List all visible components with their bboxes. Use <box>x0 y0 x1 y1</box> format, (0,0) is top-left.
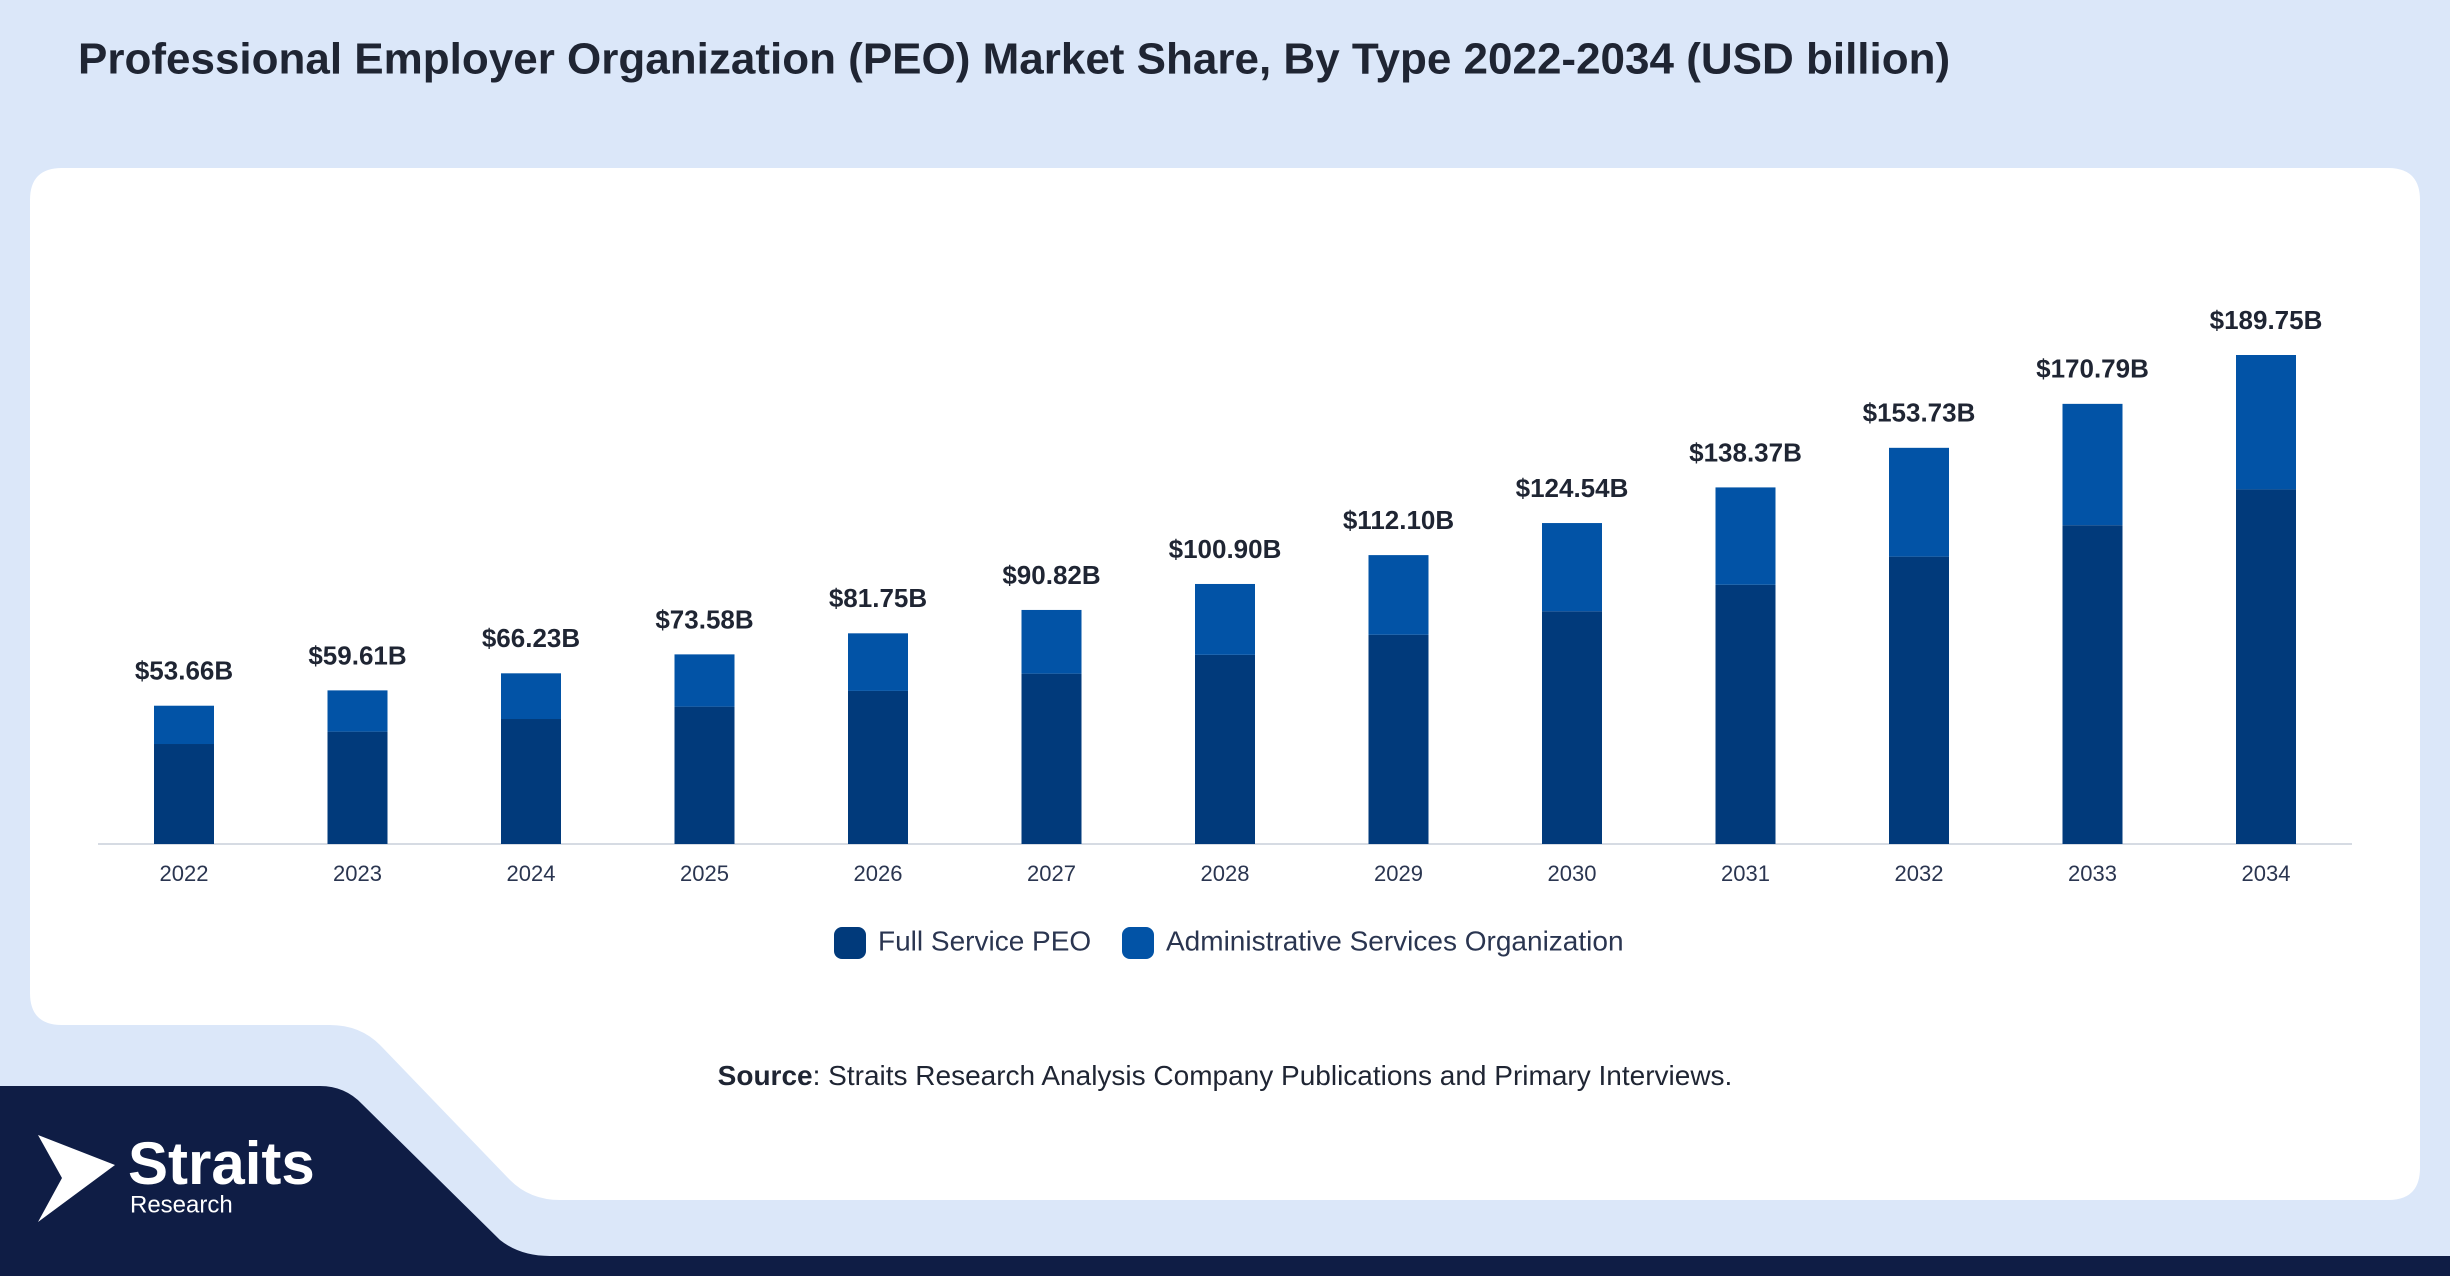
source-label: Source <box>718 1060 813 1091</box>
total-label: $100.90B <box>1169 534 1282 564</box>
bar-segment <box>1195 654 1255 844</box>
bar-segment <box>848 633 908 691</box>
bar-segment <box>2062 403 2123 526</box>
legend-swatch <box>834 927 866 959</box>
logo-tagline: Research <box>130 1191 233 1218</box>
x-tick-label: 2029 <box>1374 861 1423 886</box>
x-tick-label: 2027 <box>1027 861 1076 886</box>
bar-segment <box>501 719 561 844</box>
chart-title: Professional Employer Organization (PEO)… <box>78 35 1950 84</box>
bar-segment <box>327 731 388 844</box>
x-tick-label: 2023 <box>333 861 382 886</box>
bar-segment <box>2236 355 2296 490</box>
bar-segment <box>1542 523 1602 612</box>
source-text: : Straits Research Analysis Company Publ… <box>813 1060 1733 1091</box>
bar-segment <box>1021 609 1082 674</box>
bar-segment <box>1889 447 1949 557</box>
bar-segment <box>1715 584 1776 844</box>
x-tick-label: 2026 <box>854 861 903 886</box>
total-label: $138.37B <box>1689 437 1802 467</box>
total-label: $81.75B <box>829 583 927 613</box>
bar-segment <box>327 690 388 732</box>
x-tick-label: 2033 <box>2068 861 2117 886</box>
x-tick-label: 2032 <box>1895 861 1944 886</box>
bar-segment <box>1542 611 1602 844</box>
x-tick-label: 2025 <box>680 861 729 886</box>
bar-segment <box>2062 525 2123 844</box>
bar-segment <box>154 705 214 745</box>
bar-segment <box>674 706 735 844</box>
legend-label: Administrative Services Organization <box>1166 925 1624 956</box>
bar-segment <box>2236 489 2296 844</box>
bar-segment <box>154 744 214 844</box>
logo-name: Straits <box>128 1130 315 1197</box>
x-tick-label: 2028 <box>1201 861 1250 886</box>
bar-segment <box>848 690 908 844</box>
bar-segment <box>1195 583 1255 655</box>
x-tick-label: 2031 <box>1721 861 1770 886</box>
bar-segment <box>1889 556 1949 844</box>
total-label: $112.10B <box>1343 505 1454 535</box>
legend-swatch <box>1122 927 1154 959</box>
source: Source: Straits Research Analysis Compan… <box>718 1060 1733 1091</box>
total-label: $59.61B <box>308 640 406 670</box>
bar-segment <box>1715 487 1776 585</box>
bar-segment <box>1368 634 1429 844</box>
total-label: $73.58B <box>655 604 753 634</box>
bar-segment <box>674 654 735 707</box>
x-tick-label: 2024 <box>507 861 556 886</box>
bar-segment <box>1368 555 1429 635</box>
total-label: $153.73B <box>1863 398 1976 428</box>
total-label: $90.82B <box>1002 560 1100 590</box>
total-label: $124.54B <box>1516 473 1629 503</box>
total-label: $66.23B <box>482 623 580 653</box>
logo-icon <box>38 1135 115 1222</box>
total-label: $53.66B <box>135 656 233 686</box>
x-tick-label: 2022 <box>160 861 209 886</box>
legend-label: Full Service PEO <box>878 925 1091 956</box>
bar-segment <box>1021 673 1082 844</box>
footer-band <box>0 1086 2450 1276</box>
x-tick-label: 2034 <box>2242 861 2291 886</box>
x-tick-label: 2030 <box>1548 861 1597 886</box>
bar-segment <box>501 673 561 720</box>
total-label: $189.75B <box>2210 305 2323 335</box>
total-label: $170.79B <box>2036 354 2149 384</box>
